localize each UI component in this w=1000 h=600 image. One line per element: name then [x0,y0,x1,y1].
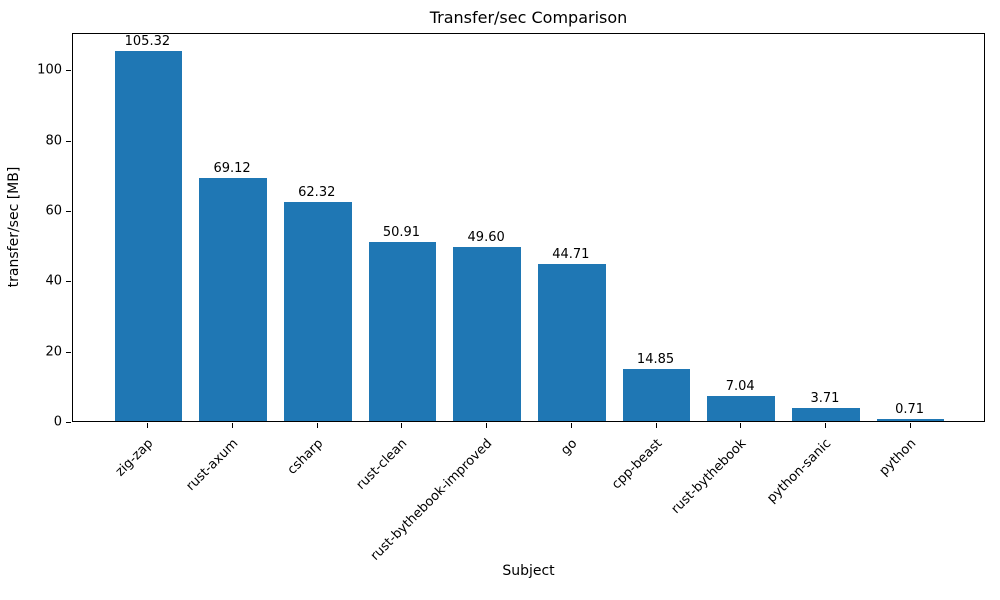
bar-value-label: 3.71 [810,390,840,406]
bar-rust-clean [368,241,437,421]
bar-value-label: 7.04 [725,379,755,395]
x-tick-label-rust-clean: rust-clean [354,436,411,493]
bar-value-label: 50.91 [382,224,421,240]
x-tick-label-python: python [876,436,919,479]
x-tick-mark [570,423,572,428]
y-tick-label: 20 [45,344,62,360]
x-tick-label-rust-axum: rust-axum [183,436,242,494]
bar-value-label: 69.12 [213,160,251,176]
chart-title: Transfer/sec Comparison [429,8,628,27]
bar-value-label: 0.71 [895,401,925,417]
bar-go [537,263,606,421]
x-tick-label-zig-zap: zig-zap [113,436,157,480]
x-tick-mark [486,423,488,428]
y-tick-label: 40 [45,273,62,289]
bar-value-label: 105.32 [124,33,171,49]
x-tick-mark [232,423,234,428]
y-tick-mark [66,422,71,423]
bar-value-label: 14.85 [636,351,675,367]
bar-value-label: 49.60 [467,229,505,245]
x-tick-mark [824,423,826,428]
x-tick-mark [401,423,403,428]
x-tick-label-python-sanic: python-sanic [764,436,835,507]
x-axis-label: Subject [502,563,555,579]
bar-value-label: 44.71 [552,246,590,262]
y-tick-mark [66,70,71,72]
bar-python-sanic [792,407,860,421]
y-tick-label: 100 [37,62,62,78]
x-tick-label-go: go [558,436,581,459]
x-tick-mark [147,423,149,428]
y-tick-mark [66,351,71,353]
y-tick-mark [66,140,71,142]
x-tick-mark [655,423,657,428]
bar-zig-zap [114,50,183,421]
bar-rust-bythebook-improved [453,246,522,421]
bar-rust-bythebook [707,396,776,421]
x-tick-mark [740,423,742,428]
bar-python [876,418,945,421]
x-tick-label-rust-bythebook: rust-bythebook [668,436,750,517]
y-tick-label: 0 [53,414,62,430]
bar-value-label: 62.32 [298,184,336,200]
x-tick-label-csharp: csharp [284,436,327,478]
x-tick-mark [316,423,318,428]
y-tick-mark [66,210,71,212]
bar-csharp [283,201,352,421]
bar-cpp-beast [622,368,691,421]
y-tick-label: 60 [45,203,62,219]
x-tick-label-cpp-beast: cpp-beast [608,436,665,493]
y-tick-mark [66,281,71,283]
x-tick-mark [909,423,911,428]
y-tick-label: 80 [45,133,62,149]
bar-rust-axum [199,177,267,421]
y-axis-label: transfer/sec [MB] [6,166,22,288]
plot-area [72,33,985,422]
